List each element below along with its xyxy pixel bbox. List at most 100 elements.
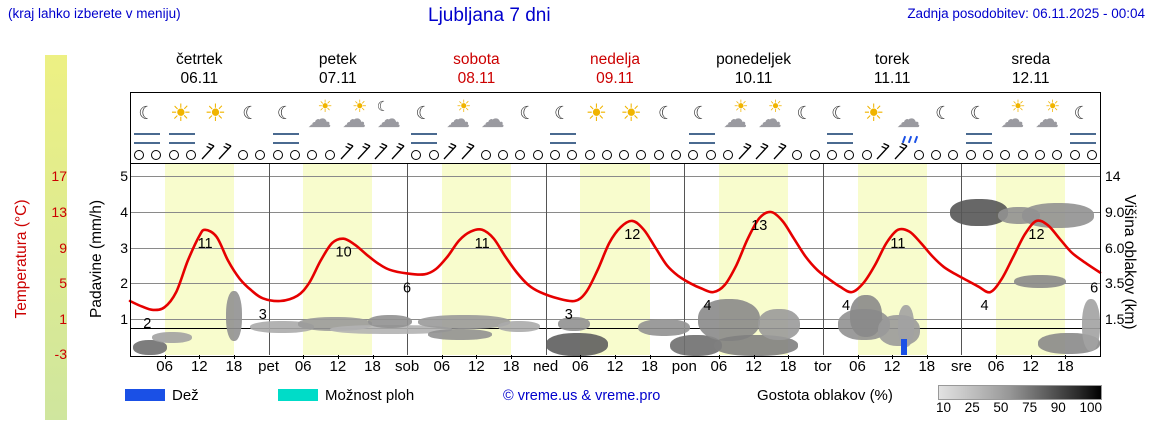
time-tick-mark	[303, 355, 305, 359]
chart-top-border	[130, 163, 1100, 164]
moon-glyph: ☾	[796, 103, 813, 123]
wind-calm-icon	[948, 150, 959, 160]
cloud-glyph: ☁	[446, 106, 471, 133]
wind-calm-icon	[913, 150, 924, 160]
weather-icon-moon-fog: ☾	[268, 96, 304, 144]
temperature-value-label: 4	[980, 298, 988, 314]
cloud-density-blob	[558, 317, 590, 331]
time-tick-mark	[1065, 355, 1067, 359]
wind-calm-icon	[134, 150, 145, 160]
weather-icon-cloud-sun: ☀ ☁	[441, 96, 477, 144]
weather-icon-moon-fog: ☾	[684, 96, 720, 144]
moon-glyph: ☾	[1073, 103, 1090, 123]
weather-icon-cloud: ☁	[476, 96, 512, 144]
time-tick-label: 18	[641, 358, 658, 375]
page-title: Ljubljana 7 dni	[428, 5, 551, 26]
day-header-petek: petek 07.11	[269, 50, 408, 88]
day-date: 09.11	[596, 70, 634, 87]
wind-calm-icon	[965, 150, 976, 160]
wind-barb-icon	[752, 142, 772, 167]
sun-glyph: ☀	[352, 97, 368, 116]
cloud-density-blob	[670, 335, 722, 356]
fog-lines-icon	[688, 133, 715, 144]
wind-calm-icon	[549, 150, 560, 160]
time-tick-label: 18	[364, 358, 381, 375]
density-tick-label: 100	[1079, 400, 1102, 415]
day-header-nedelja: nedelja 09.11	[546, 50, 685, 88]
showers-legend-label: Možnost ploh	[325, 387, 415, 404]
time-tick-mark	[892, 355, 894, 359]
time-tick-label: 18	[918, 358, 936, 375]
moon-glyph: ☾	[242, 103, 259, 123]
cloud-glyph: ☁	[896, 106, 921, 133]
weather-icon-moon-fog: ☾	[1065, 96, 1101, 144]
wind-calm-icon	[671, 150, 682, 160]
day-boundary-line	[545, 163, 547, 355]
wind-calm-icon	[1000, 150, 1011, 160]
day-abbrev-label: pet	[258, 358, 280, 375]
cloud-density-blob	[1082, 299, 1100, 351]
sun-glyph: ☀	[204, 100, 227, 127]
moon-glyph: ☾	[831, 103, 848, 123]
cloud-density-legend-label: Gostota oblakov (%)	[757, 387, 893, 404]
wind-calm-icon	[584, 150, 595, 160]
cloud-density-blob	[714, 335, 798, 356]
moon-glyph: ☾	[276, 103, 294, 123]
moon-glyph: ☾	[415, 103, 432, 123]
time-tick-label: 12	[745, 358, 762, 375]
fog-lines-icon	[965, 133, 992, 144]
day-header-ponedeljek: ponedeljek 10.11	[684, 50, 823, 88]
sun-glyph: ☀	[169, 100, 192, 127]
wind-barb-icon	[891, 142, 911, 167]
day-name: torek	[874, 51, 910, 68]
wind-calm-icon	[636, 150, 647, 160]
time-tick-label: 18	[502, 358, 520, 375]
cloud-density-blob	[898, 305, 914, 347]
day-header-sreda: sreda 12.11	[961, 50, 1100, 88]
wind-calm-icon	[1017, 150, 1028, 160]
wind-barb-icon	[354, 142, 374, 167]
weather-icon-moon-fog: ☾	[129, 96, 165, 144]
wind-calm-icon	[809, 150, 820, 160]
cloud-density-tick-labels: 10 25 50 75 90 100	[936, 400, 1102, 415]
last-update-text: Zadnja posodobitev: 06.11.2025 - 00:04	[907, 6, 1145, 21]
weather-icon-sun: ☀	[614, 96, 650, 144]
fog-lines-icon	[827, 133, 854, 144]
density-tick-label: 75	[1022, 400, 1038, 415]
temp-axis-tick: 5	[59, 275, 67, 292]
day-date: 11.11	[873, 70, 911, 87]
cloud-glyph: ☁	[342, 106, 367, 133]
sun-glyph: ☀	[585, 100, 608, 127]
copyright-link[interactable]: © vreme.us & vreme.pro	[503, 388, 661, 404]
sun-glyph: ☀	[620, 100, 642, 127]
weather-icon-cloud-sun: ☀ ☁	[337, 96, 373, 144]
wind-barb-icon	[388, 142, 408, 167]
sun-glyph: ☀	[862, 100, 885, 127]
cloud-height-axis-tick: 1.5	[1105, 310, 1125, 327]
weather-icon-moon: ☾	[233, 96, 269, 144]
cloud-height-axis-tick: 14	[1105, 168, 1121, 185]
time-tick-label: 06	[156, 358, 173, 375]
time-tick-mark	[788, 355, 790, 359]
wind-barb-icon	[440, 142, 460, 167]
temp-axis-tick: 17	[51, 168, 67, 185]
precip-axis-tick: 2	[120, 275, 128, 292]
time-tick-mark	[199, 355, 201, 359]
day-abbrev-label: sob	[395, 358, 420, 375]
wind-calm-icon	[1069, 150, 1080, 160]
weather-icon-moon-fog: ☾	[406, 96, 442, 144]
cloud-height-axis-tick: 3.5	[1105, 275, 1125, 292]
fog-lines-icon	[168, 133, 195, 144]
gridline	[130, 176, 1100, 178]
wind-calm-icon	[411, 150, 422, 160]
wind-calm-icon	[792, 150, 803, 160]
wind-calm-icon	[168, 150, 179, 160]
weather-icon-moon-fog: ☾	[822, 96, 858, 144]
day-name: četrtek	[176, 51, 223, 68]
time-tick-label: 18	[1057, 358, 1074, 375]
wind-calm-icon	[186, 150, 197, 160]
wind-calm-icon	[567, 150, 578, 160]
weather-icon-moon: ☾	[926, 96, 962, 144]
time-tick-mark	[164, 355, 166, 359]
sun-glyph: ☀	[317, 97, 333, 116]
